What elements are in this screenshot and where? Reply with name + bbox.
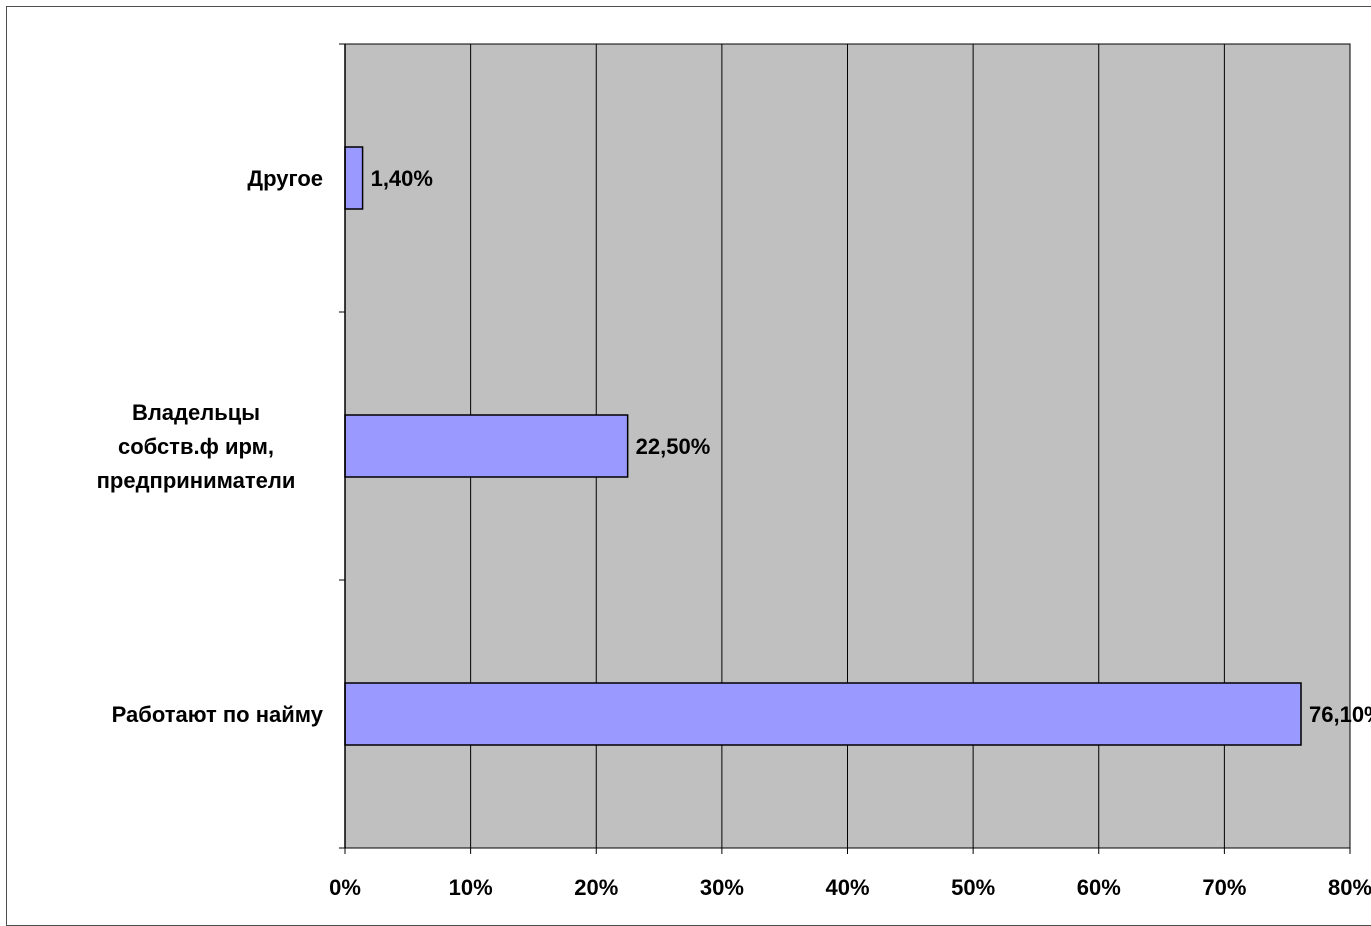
- category-label: Работают по найму: [112, 702, 324, 727]
- data-label: 22,50%: [636, 434, 711, 459]
- bar: [344, 682, 1302, 746]
- category-label-line: Другое: [247, 166, 323, 191]
- x-tick-label: 50%: [951, 875, 995, 900]
- x-tick-label: 20%: [574, 875, 618, 900]
- bar: [344, 414, 629, 478]
- x-tick-label: 30%: [700, 875, 744, 900]
- bar: [344, 146, 364, 210]
- category-label-line: собств.ф ирм,: [118, 434, 274, 459]
- category-label-line: Владельцы: [132, 400, 260, 425]
- y-axis: Работают по найму Владельцы собств.ф ирм, п…: [97, 43, 346, 849]
- x-tick-label: 10%: [449, 875, 493, 900]
- x-tick-label: 80%: [1328, 875, 1371, 900]
- category-label: Владельцы собств.ф ирм, предприниматели: [97, 400, 296, 493]
- x-tick-label: 0%: [329, 875, 361, 900]
- x-axis: 0% 10% 20% 30% 40% 50% 60% 70% 80%: [329, 848, 1371, 900]
- x-tick-label: 70%: [1202, 875, 1246, 900]
- x-tick-label: 40%: [825, 875, 869, 900]
- category-label: Другое: [247, 166, 323, 191]
- data-label: 76,10%: [1309, 702, 1371, 727]
- data-label: 1,40%: [371, 166, 433, 191]
- x-tick-label: 60%: [1077, 875, 1121, 900]
- bar-chart: 76,10% 22,50% 1,40% Работают по найму Владе…: [97, 43, 1371, 900]
- category-label-line: предприниматели: [97, 468, 296, 493]
- data-labels: 76,10% 22,50% 1,40%: [371, 166, 1371, 727]
- category-label-line: Работают по найму: [112, 702, 324, 727]
